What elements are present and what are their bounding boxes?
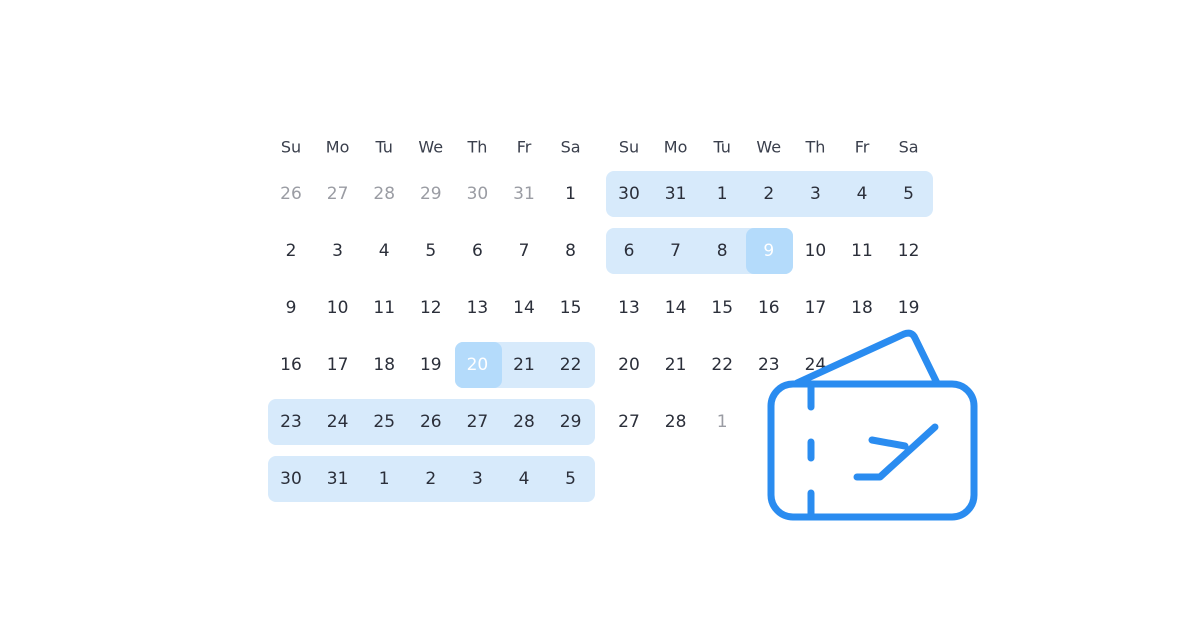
day-cell: 2 <box>763 184 774 204</box>
day-cell: 31 <box>665 184 687 204</box>
day-cell: 26 <box>280 184 302 204</box>
day-cell: 22 <box>560 355 582 375</box>
day-cell: 7 <box>519 241 530 261</box>
day-cell: 27 <box>618 412 640 432</box>
day-cell: 27 <box>327 184 349 204</box>
day-cell: 5 <box>565 469 576 489</box>
range-highlights <box>268 171 933 502</box>
day-cell: 1 <box>717 412 728 432</box>
day-cell: 10 <box>805 241 827 261</box>
weekday-label: Tu <box>712 138 730 157</box>
day-cell: 3 <box>810 184 821 204</box>
day-cell: 23 <box>758 355 780 375</box>
day-cell: 17 <box>805 298 827 318</box>
day-cell: 10 <box>327 298 349 318</box>
day-cell: 21 <box>665 355 687 375</box>
range-end <box>746 228 793 274</box>
day-cell: 6 <box>624 241 635 261</box>
day-cell: 25 <box>373 412 395 432</box>
weekday-label: Fr <box>517 138 532 157</box>
day-cell: 15 <box>711 298 733 318</box>
day-cell: 17 <box>327 355 349 375</box>
day-cell: 12 <box>420 298 442 318</box>
day-cell: 23 <box>280 412 302 432</box>
day-cell: 1 <box>565 184 576 204</box>
day-cell: 4 <box>519 469 530 489</box>
weekday-label: Mo <box>664 138 688 157</box>
day-cell: 18 <box>851 298 873 318</box>
day-cell: 2 <box>425 469 436 489</box>
day-cell: 30 <box>618 184 640 204</box>
day-cell: 9 <box>286 298 297 318</box>
day-cell: 14 <box>513 298 535 318</box>
range-start <box>455 342 502 388</box>
day-cell: 1 <box>379 469 390 489</box>
day-cell: 16 <box>758 298 780 318</box>
day-cell: 22 <box>711 355 733 375</box>
day-cell: 9 <box>763 241 774 261</box>
day-cell: 29 <box>420 184 442 204</box>
day-cell: 3 <box>332 241 343 261</box>
day-cell: 29 <box>560 412 582 432</box>
weekday-label: Sa <box>561 138 581 157</box>
range-row <box>268 399 595 445</box>
day-cell: 1 <box>717 184 728 204</box>
day-cell: 19 <box>898 298 920 318</box>
day-cell: 13 <box>618 298 640 318</box>
day-cell: 11 <box>373 298 395 318</box>
day-cell: 21 <box>513 355 535 375</box>
weekday-label: Mo <box>326 138 350 157</box>
weekday-label: We <box>418 138 443 157</box>
day-cell: 13 <box>467 298 489 318</box>
day-cell: 19 <box>420 355 442 375</box>
day-cell: 11 <box>851 241 873 261</box>
day-cell: 4 <box>379 241 390 261</box>
day-cell: 20 <box>467 355 489 375</box>
day-cell: 4 <box>857 184 868 204</box>
day-cell: 7 <box>670 241 681 261</box>
weekday-label: Tu <box>374 138 392 157</box>
day-cell: 6 <box>472 241 483 261</box>
day-cell: 31 <box>513 184 535 204</box>
day-cell: 15 <box>560 298 582 318</box>
range-row <box>268 456 595 502</box>
day-cell: 3 <box>472 469 483 489</box>
day-cell: 2 <box>286 241 297 261</box>
day-cell: 14 <box>665 298 687 318</box>
day-cell: 24 <box>327 412 349 432</box>
day-cell: 27 <box>467 412 489 432</box>
day-cell: 20 <box>618 355 640 375</box>
weekday-label: We <box>756 138 781 157</box>
weekday-label: Sa <box>899 138 919 157</box>
day-cell: 5 <box>425 241 436 261</box>
weekday-label: Su <box>281 138 301 157</box>
day-cell: 8 <box>717 241 728 261</box>
weekday-label: Th <box>466 138 487 157</box>
ticket-icon <box>767 329 978 521</box>
day-cell: 30 <box>280 469 302 489</box>
day-cell: 18 <box>373 355 395 375</box>
day-cell: 16 <box>280 355 302 375</box>
day-cell: 28 <box>373 184 395 204</box>
day-cell: 28 <box>665 412 687 432</box>
weekday-label: Th <box>804 138 825 157</box>
day-cell: 31 <box>327 469 349 489</box>
day-cell: 28 <box>513 412 535 432</box>
range-row <box>606 171 933 217</box>
day-cell: 5 <box>903 184 914 204</box>
day-cell: 26 <box>420 412 442 432</box>
weekday-label: Su <box>619 138 639 157</box>
day-cell: 8 <box>565 241 576 261</box>
day-cell: 12 <box>898 241 920 261</box>
day-cell: 30 <box>467 184 489 204</box>
weekday-label: Fr <box>855 138 870 157</box>
